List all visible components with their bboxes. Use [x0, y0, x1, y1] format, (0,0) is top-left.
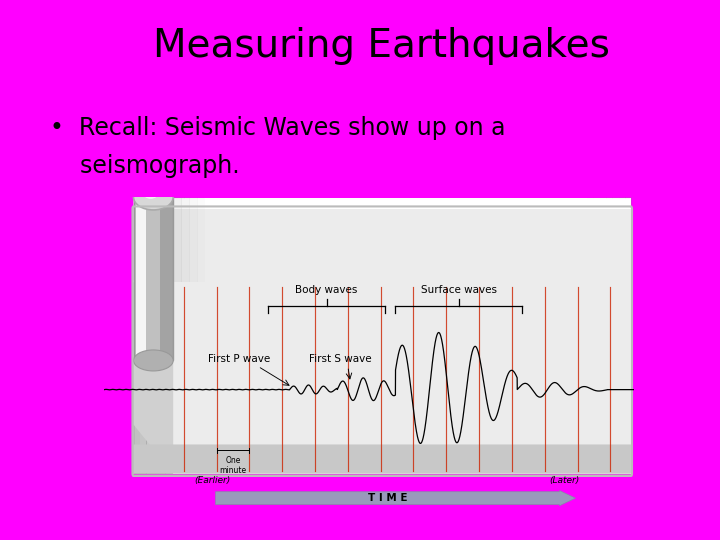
Text: (Later): (Later) — [549, 476, 580, 485]
Bar — [140, 197, 147, 474]
Text: Measuring Earthquakes: Measuring Earthquakes — [153, 27, 610, 65]
Text: Surface waves: Surface waves — [421, 285, 497, 295]
FancyBboxPatch shape — [133, 281, 631, 474]
Bar — [205, 198, 213, 282]
Bar — [197, 197, 204, 474]
Text: (Earlier): (Earlier) — [195, 476, 231, 485]
FancyBboxPatch shape — [133, 444, 631, 474]
Bar — [157, 198, 166, 282]
Polygon shape — [133, 209, 174, 474]
Text: First S wave: First S wave — [309, 354, 372, 364]
Bar — [159, 197, 166, 474]
Bar — [191, 197, 197, 474]
Text: •  Recall: Seismic Waves show up on a: • Recall: Seismic Waves show up on a — [50, 116, 506, 140]
FancyBboxPatch shape — [133, 198, 631, 282]
Bar — [618, 197, 626, 474]
Bar — [181, 198, 189, 282]
Bar — [133, 198, 631, 282]
Bar — [203, 197, 210, 474]
Bar — [184, 197, 192, 474]
Bar — [600, 197, 607, 474]
Ellipse shape — [143, 188, 158, 199]
Bar — [189, 198, 197, 282]
Bar — [587, 197, 594, 474]
Bar — [160, 197, 174, 361]
Bar — [606, 197, 613, 474]
Bar — [146, 197, 153, 474]
Ellipse shape — [133, 184, 174, 210]
Bar — [136, 197, 145, 361]
Bar — [593, 197, 600, 474]
Bar — [581, 197, 588, 474]
Ellipse shape — [133, 350, 174, 371]
Text: seismograph.: seismograph. — [50, 154, 240, 178]
Text: Body waves: Body waves — [295, 285, 358, 295]
Text: One
minute: One minute — [220, 456, 246, 475]
Bar — [149, 198, 158, 282]
Text: First P wave: First P wave — [208, 354, 271, 364]
Bar — [613, 197, 619, 474]
Bar — [153, 197, 159, 474]
Bar — [141, 198, 150, 282]
Bar — [174, 198, 181, 282]
Text: T I M E: T I M E — [368, 492, 408, 503]
Bar — [133, 197, 140, 474]
Bar — [625, 197, 632, 474]
Bar — [174, 209, 631, 474]
FancyArrow shape — [215, 490, 575, 506]
Bar — [171, 197, 179, 474]
Bar — [133, 197, 174, 361]
Bar — [166, 198, 174, 282]
Bar — [133, 198, 142, 282]
Bar — [178, 197, 185, 474]
Bar — [197, 198, 205, 282]
Bar — [166, 197, 172, 474]
